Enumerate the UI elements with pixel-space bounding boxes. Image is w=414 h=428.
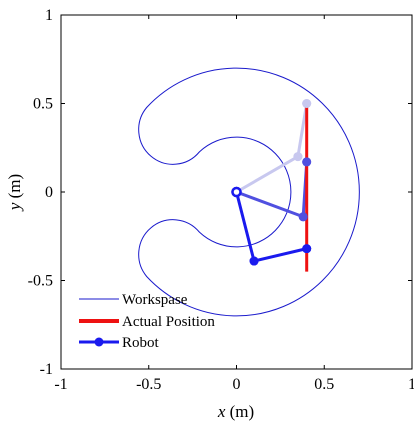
legend-actual-position-label: Actual Position bbox=[122, 314, 215, 330]
x-tick-label: 0 bbox=[233, 376, 241, 393]
y-axis-label-unit: (m) bbox=[5, 174, 24, 203]
ticks-layer: -1 -0.5 0 0.5 1 -1 -0.5 0 0.5 1 bbox=[28, 7, 414, 393]
robot-joint-overlay bbox=[302, 99, 312, 108]
y-tick-label: -0.5 bbox=[28, 273, 53, 290]
robot-joint-overlay bbox=[298, 212, 308, 222]
robot-configuration bbox=[231, 186, 312, 266]
legend-robot-label: Robot bbox=[122, 335, 160, 351]
y-tick-label: -1 bbox=[40, 361, 53, 378]
x-tick-label: 1 bbox=[408, 376, 414, 393]
x-axis-label-var: x bbox=[217, 402, 226, 421]
y-tick-label: 0.5 bbox=[33, 96, 53, 113]
robot-joint-overlay bbox=[302, 244, 312, 254]
robot-links bbox=[235, 102, 309, 194]
x-axis-label: x (m) bbox=[217, 402, 254, 421]
y-tick-label: 0 bbox=[45, 184, 53, 201]
legend-robot-marker bbox=[94, 337, 104, 347]
x-tick-label: -0.5 bbox=[136, 376, 161, 393]
y-axis-label: y (m) bbox=[5, 174, 24, 212]
robot-joint-overlay bbox=[293, 152, 303, 162]
robot-links bbox=[235, 190, 309, 263]
robot-configuration bbox=[231, 99, 312, 198]
x-tick-label: -1 bbox=[54, 376, 67, 393]
robot-joint-overlay bbox=[302, 157, 312, 167]
legend-workspace-label: Workspase bbox=[122, 292, 188, 308]
robot-base-joint bbox=[231, 186, 242, 198]
y-tick-label: 1 bbox=[45, 7, 53, 24]
x-tick-label: 0.5 bbox=[314, 376, 334, 393]
legend: Workspase Actual Position Robot bbox=[79, 292, 215, 351]
x-axis-label-unit: (m) bbox=[225, 402, 254, 421]
robot-configuration bbox=[231, 157, 312, 222]
robot-joint-overlay bbox=[249, 256, 259, 266]
y-axis-label-var: y bbox=[5, 202, 24, 212]
workspace-boundary bbox=[138, 67, 360, 317]
data-layer bbox=[138, 67, 360, 317]
